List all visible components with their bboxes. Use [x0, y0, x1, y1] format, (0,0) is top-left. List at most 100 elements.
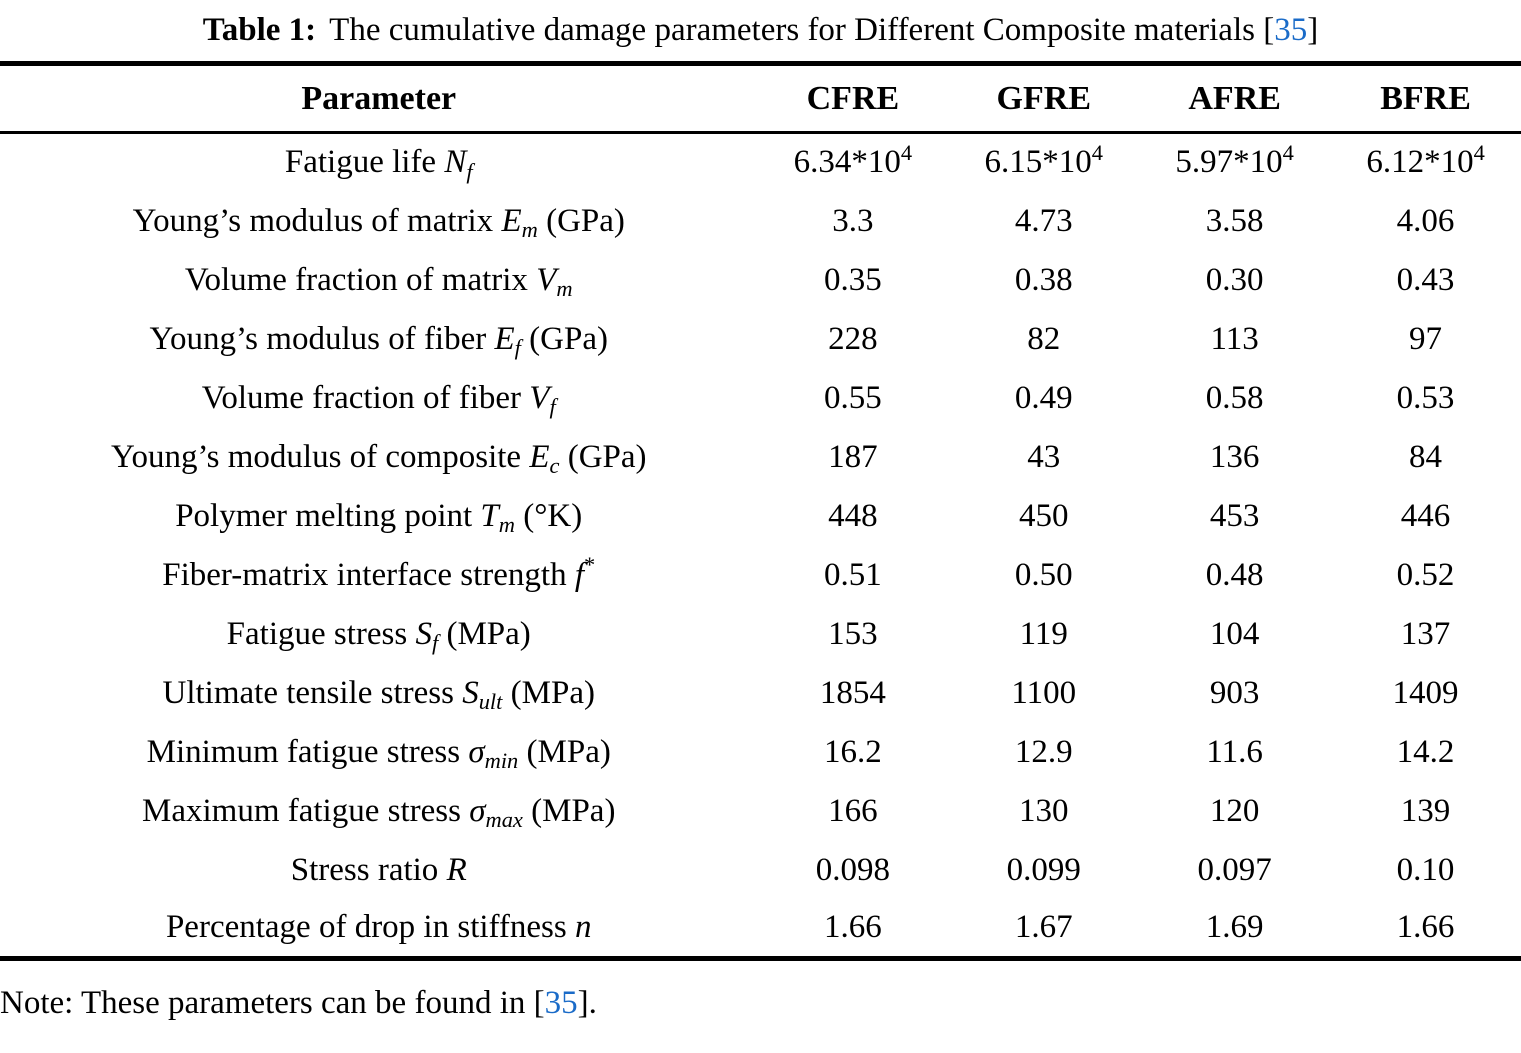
value-cell: 228 — [828, 320, 878, 357]
value-cell: 3.58 — [1205, 202, 1264, 239]
value-cell: 1409 — [1392, 674, 1459, 711]
value-cell: 0.51 — [824, 556, 882, 593]
caption-label: Table 1: — [202, 12, 317, 48]
value-cell: 11.6 — [1206, 733, 1263, 770]
table-row: Volume fraction of fiber Vf 0.55 0.49 0.58 0… — [0, 369, 1521, 428]
value-cell: 14.2 — [1396, 733, 1455, 770]
parameter-label: Stress ratio R — [290, 851, 467, 888]
table-row: Percentage of drop in stiffness n 1.66 1.6… — [0, 900, 1521, 959]
parameter-label: Minimum fatigue stress σmin (MPa) — [146, 733, 611, 773]
header-row: Parameter CFRE GFRE AFRE BFRE — [0, 64, 1521, 133]
parameter-label: Volume fraction of matrix Vm — [184, 261, 573, 301]
parameter-label: Ultimate tensile stress Sult (MPa) — [162, 674, 595, 714]
value-cell: 0.49 — [1014, 379, 1073, 416]
note-suffix: . — [588, 985, 597, 1021]
value-cell: 1.69 — [1205, 909, 1264, 946]
parameter-label: Percentage of drop in stiffness n — [165, 909, 592, 946]
value-cell: 3.3 — [832, 202, 874, 239]
citation-bracket-open: [ — [533, 985, 545, 1021]
value-cell: 0.099 — [1006, 851, 1081, 888]
table-row: Young’s modulus of fiber Ef (GPa) 228 82 11… — [0, 310, 1521, 369]
value-cell: 0.43 — [1396, 261, 1455, 298]
value-cell: 0.55 — [824, 379, 882, 416]
value-cell: 6.34*104 — [793, 139, 913, 181]
table-row: Stress ratio R 0.098 0.099 0.097 0.10 — [0, 841, 1521, 900]
table-row: Volume fraction of matrix Vm 0.35 0.38 0.30… — [0, 251, 1521, 310]
parameter-label: Young’s modulus of composite Ec (GPa) — [110, 438, 647, 478]
value-cell: 453 — [1209, 497, 1260, 534]
caption-citation-link[interactable]: [35] — [1263, 12, 1318, 48]
value-cell: 5.97*104 — [1175, 139, 1294, 181]
value-cell: 446 — [1400, 497, 1451, 534]
value-cell: 0.35 — [824, 261, 882, 298]
value-cell: 0.50 — [1014, 556, 1073, 593]
value-cell: 153 — [828, 615, 878, 652]
value-cell: 12.9 — [1014, 733, 1073, 770]
table-row: Fatigue stress Sf (MPa) 153 119 104 137 — [0, 605, 1521, 664]
value-cell: 4.06 — [1396, 202, 1455, 239]
parameter-label: Fatigue stress Sf (MPa) — [226, 615, 531, 655]
value-cell: 137 — [1400, 615, 1451, 652]
table-row: Fiber-matrix interface strength f* 0.51 0.… — [0, 546, 1521, 605]
table-row: Polymer melting point Tm (°K) 448 450 453 44… — [0, 487, 1521, 546]
citation-bracket-open: [ — [1263, 12, 1275, 48]
value-cell: 450 — [1019, 497, 1069, 534]
value-cell: 187 — [828, 438, 878, 475]
value-cell: 0.097 — [1197, 851, 1272, 888]
column-header-afre: AFRE — [1188, 79, 1281, 117]
table-note: Note: These parameters can be found in [… — [0, 982, 1521, 1025]
value-cell: 0.53 — [1396, 379, 1455, 416]
value-cell: 104 — [1209, 615, 1260, 652]
note-text: Note: These parameters can be found in — [0, 985, 526, 1021]
table-row: Maximum fatigue stress σmax (MPa) 166 130 1… — [0, 782, 1521, 841]
table-caption: Table 1: The cumulative damage parameters… — [0, 0, 1521, 61]
column-header-cfre: CFRE — [806, 79, 900, 117]
value-cell: 166 — [828, 792, 878, 829]
value-cell: 1100 — [1011, 674, 1077, 711]
citation-number[interactable]: 35 — [544, 985, 578, 1021]
value-cell: 6.15*104 — [984, 139, 1104, 181]
value-cell: 6.12*104 — [1366, 139, 1485, 181]
table-row: Young’s modulus of composite Ec (GPa) 187… — [0, 428, 1521, 487]
column-header-gfre: GFRE — [996, 79, 1091, 117]
value-cell: 1.66 — [824, 909, 882, 946]
citation-number[interactable]: 35 — [1274, 12, 1308, 48]
value-cell: 0.48 — [1205, 556, 1264, 593]
value-cell: 43 — [1027, 438, 1061, 475]
table-row: Young’s modulus of matrix Em (GPa) 3.3 4.7… — [0, 192, 1521, 251]
parameter-label: Young’s modulus of fiber Ef (GPa) — [149, 320, 608, 360]
value-cell: 139 — [1400, 792, 1451, 829]
value-cell: 903 — [1209, 674, 1260, 711]
parameter-label: Fatigue life Nf — [284, 144, 473, 184]
value-cell: 0.10 — [1396, 851, 1455, 888]
value-cell: 136 — [1209, 438, 1260, 475]
value-cell: 0.098 — [815, 851, 891, 888]
parameter-label: Maximum fatigue stress σmax (MPa) — [142, 792, 616, 832]
citation-bracket-close: ] — [1307, 12, 1319, 48]
value-cell: 4.73 — [1014, 202, 1073, 239]
citation-bracket-close: ] — [577, 985, 589, 1021]
parameter-label: Fiber-matrix interface strength f* — [162, 552, 596, 593]
column-header-bfre: BFRE — [1380, 79, 1471, 117]
table-body: Fatigue life Nf 6.34*104 6.15*104 5.97*104 6… — [0, 133, 1521, 959]
value-cell: 1.66 — [1396, 909, 1455, 946]
value-cell: 448 — [828, 497, 878, 534]
value-cell: 130 — [1019, 792, 1069, 829]
parameter-label: Polymer melting point Tm (°K) — [175, 497, 583, 537]
parameter-label: Young’s modulus of matrix Em (GPa) — [132, 202, 625, 242]
value-cell: 97 — [1409, 320, 1443, 357]
value-cell: 0.38 — [1014, 261, 1073, 298]
value-cell: 120 — [1209, 792, 1260, 829]
value-cell: 82 — [1027, 320, 1061, 357]
value-cell: 1.67 — [1014, 909, 1073, 946]
table-row: Minimum fatigue stress σmin (MPa) 16.2 12.… — [0, 723, 1521, 782]
value-cell: 84 — [1409, 438, 1443, 475]
parameter-label: Volume fraction of fiber Vf — [201, 379, 556, 419]
caption-text: The cumulative damage parameters for Dif… — [329, 12, 1255, 48]
table-row: Ultimate tensile stress Sult (MPa) 1854 11… — [0, 664, 1521, 723]
note-citation-link[interactable]: [35] — [534, 985, 589, 1021]
table-row: Fatigue life Nf 6.34*104 6.15*104 5.97*104 6… — [0, 133, 1521, 192]
value-cell: 0.52 — [1396, 556, 1455, 593]
value-cell: 119 — [1019, 615, 1068, 652]
